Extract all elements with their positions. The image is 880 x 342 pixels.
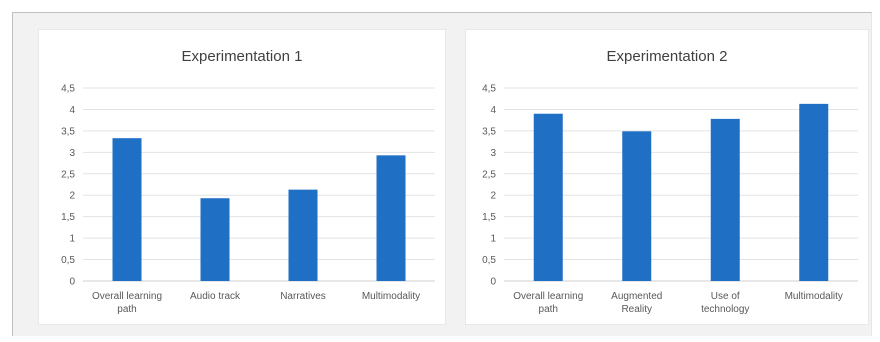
x-category-label: Overall learning path <box>92 291 162 315</box>
y-tick-label: 4 <box>490 105 496 116</box>
chart-panel-experimentation-2: Experimentation 2 0 0,5 1 1,5 2 2,5 3 3,5 4 4,5 Ov… <box>465 29 869 325</box>
x-category-label: Narratives <box>280 291 326 302</box>
bar <box>112 138 142 281</box>
bar <box>710 118 740 281</box>
y-tick-label: 3 <box>490 148 496 159</box>
y-tick-label: 0,5 <box>482 255 496 266</box>
y-tick-label: 3 <box>69 148 75 159</box>
y-tick-label: 0 <box>490 277 496 288</box>
chart-experimentation-1: Experimentation 1 0 0,5 1 1,5 2 2,5 3 3,5 4 4,5 Ov… <box>61 48 435 315</box>
x-category-label: Augmented Reality <box>611 291 662 315</box>
bar <box>376 155 406 281</box>
x-category-label: Use of technology <box>701 291 749 315</box>
x-category-label: Overall learning path <box>513 291 583 315</box>
y-tick-label: 3,5 <box>61 126 75 137</box>
y-tick-label: 4,5 <box>61 84 75 95</box>
y-tick-label: 4 <box>69 105 75 116</box>
y-tick-label: 0,5 <box>61 255 75 266</box>
bar <box>288 189 318 281</box>
bar <box>533 113 563 281</box>
bar <box>200 198 230 281</box>
y-tick-label: 1,5 <box>482 212 496 223</box>
bar <box>622 131 652 281</box>
y-tick-label: 3,5 <box>482 126 496 137</box>
y-tick-label: 1 <box>490 234 496 245</box>
chart-title: Experimentation 2 <box>607 48 728 65</box>
x-category-label: Multimodality <box>362 291 420 302</box>
y-tick-label: 2 <box>490 191 496 202</box>
bar <box>799 103 829 281</box>
y-tick-label: 4,5 <box>482 84 496 95</box>
y-tick-label: 2,5 <box>482 169 496 180</box>
y-tick-label: 1 <box>69 234 75 245</box>
x-category-label: Audio track <box>190 291 241 302</box>
y-tick-label: 1,5 <box>61 212 75 223</box>
chart-experimentation-2: Experimentation 2 0 0,5 1 1,5 2 2,5 3 3,5 4 4,5 Ov… <box>482 48 858 315</box>
y-tick-label: 2,5 <box>61 169 75 180</box>
y-tick-label: 0 <box>69 277 75 288</box>
chart-title: Experimentation 1 <box>182 48 303 65</box>
chart-panel-experimentation-1: Experimentation 1 0 0,5 1 1,5 2 2,5 3 3,5 4 4,5 Ov… <box>38 29 446 325</box>
x-category-label: Multimodality <box>785 291 843 302</box>
y-tick-label: 2 <box>69 191 75 202</box>
